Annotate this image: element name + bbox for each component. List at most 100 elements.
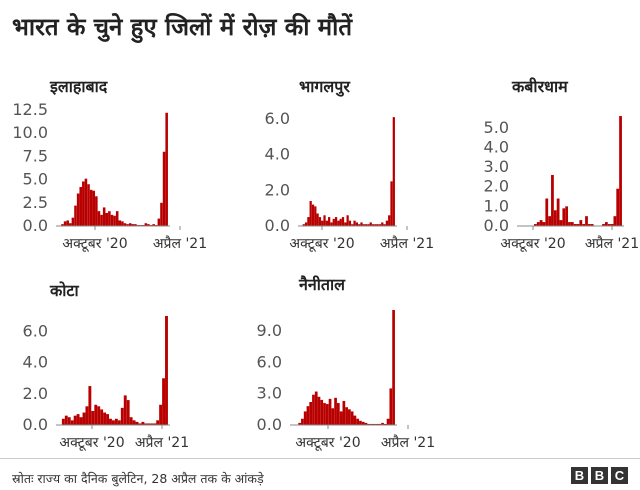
data-bar bbox=[320, 399, 324, 425]
chart-title: भारत के चुने हुए जिलों में रोज़ की मौतें bbox=[12, 13, 353, 41]
data-bar bbox=[386, 418, 390, 425]
data-bar bbox=[132, 420, 136, 425]
data-bar bbox=[545, 198, 549, 226]
data-bar bbox=[156, 420, 160, 425]
data-bar bbox=[129, 417, 133, 425]
data-bar bbox=[162, 151, 166, 226]
data-bar bbox=[370, 423, 373, 425]
data-bar bbox=[321, 220, 324, 226]
panel-title: कबीरधाम bbox=[511, 77, 569, 96]
data-bar bbox=[312, 394, 315, 425]
panel-allahabad: इलाहाबाद 0.0 2.5 5.0 7.5 10.0 12.5 अक्टूबर '20 अ… bbox=[12, 77, 207, 252]
data-bar bbox=[84, 178, 88, 226]
x-tick-label: अक्टूबर '20 bbox=[289, 236, 354, 252]
x-tick-label: अप्रैल '21 bbox=[135, 434, 189, 451]
data-bar bbox=[103, 412, 107, 425]
data-bar bbox=[100, 214, 103, 226]
y-tick-label: 7.5 bbox=[23, 146, 48, 165]
data-bar bbox=[303, 411, 307, 425]
data-bar bbox=[325, 404, 329, 425]
data-bar bbox=[147, 224, 150, 226]
y-tick-label: 6.0 bbox=[265, 109, 290, 128]
data-bar bbox=[542, 222, 546, 226]
data-bar bbox=[328, 398, 332, 425]
data-bar bbox=[331, 408, 335, 425]
data-bar bbox=[381, 422, 384, 425]
y-tick-label: 0.0 bbox=[484, 216, 509, 235]
data-bar bbox=[342, 400, 346, 425]
data-bar bbox=[131, 224, 135, 226]
y-tick-label: 0.0 bbox=[257, 415, 282, 434]
data-bar bbox=[302, 224, 305, 226]
logo-letter: C bbox=[611, 467, 628, 484]
y-tick-label: 5.0 bbox=[23, 170, 48, 189]
data-bar bbox=[348, 220, 352, 226]
data-bar bbox=[61, 418, 65, 425]
data-bar bbox=[553, 210, 557, 226]
data-bar bbox=[109, 418, 112, 425]
x-tick-label: अप्रैल '21 bbox=[153, 235, 207, 252]
data-bar bbox=[307, 217, 310, 226]
panel-title: कोटा bbox=[49, 281, 79, 300]
data-bar bbox=[92, 190, 96, 226]
data-bar bbox=[76, 414, 80, 425]
data-bar bbox=[383, 423, 387, 425]
data-bar bbox=[548, 216, 551, 226]
data-bar bbox=[374, 224, 377, 226]
data-bar bbox=[97, 211, 101, 226]
data-bar bbox=[388, 215, 391, 226]
x-tick-label: अप्रैल '21 bbox=[381, 434, 435, 451]
data-bar bbox=[364, 224, 368, 226]
data-bar bbox=[87, 184, 90, 226]
data-bar bbox=[346, 215, 349, 226]
data-bar bbox=[559, 220, 563, 226]
panel-title: इलाहाबाद bbox=[49, 77, 108, 96]
data-bar bbox=[88, 386, 92, 425]
data-bar bbox=[121, 221, 124, 226]
data-bar bbox=[565, 206, 569, 226]
data-bar bbox=[576, 224, 580, 226]
data-bar bbox=[607, 224, 611, 226]
data-bar bbox=[318, 217, 322, 226]
data-bar bbox=[573, 224, 577, 226]
data-bar bbox=[369, 222, 372, 226]
data-bar bbox=[150, 423, 154, 425]
data-bar bbox=[82, 412, 86, 425]
data-bar bbox=[306, 406, 310, 425]
data-bar bbox=[337, 220, 340, 226]
data-bar bbox=[141, 421, 145, 425]
data-bar bbox=[619, 116, 622, 226]
data-bar bbox=[76, 193, 80, 226]
data-bar bbox=[118, 220, 122, 226]
data-bar bbox=[144, 423, 148, 425]
data-bar bbox=[359, 420, 362, 425]
data-bar bbox=[355, 222, 358, 226]
y-tick-label: 2.5 bbox=[23, 193, 48, 212]
data-bar bbox=[79, 417, 83, 425]
data-bar bbox=[147, 423, 151, 425]
data-bar bbox=[351, 224, 354, 226]
x-tick-label: अप्रैल '21 bbox=[585, 235, 639, 252]
data-bar bbox=[334, 217, 338, 226]
data-bar bbox=[323, 403, 326, 425]
data-bar bbox=[61, 224, 64, 226]
y-tick-label: 3.0 bbox=[484, 157, 509, 176]
data-bar bbox=[350, 411, 354, 425]
data-bar bbox=[95, 196, 98, 226]
y-tick-label: 10.0 bbox=[12, 123, 48, 142]
data-bar bbox=[314, 206, 317, 226]
data-bar bbox=[113, 215, 116, 226]
data-bar bbox=[389, 388, 393, 425]
data-bar bbox=[316, 213, 319, 226]
data-bar bbox=[73, 415, 77, 425]
data-bar bbox=[70, 420, 74, 425]
data-bar bbox=[64, 415, 68, 425]
y-tick-label: 0.0 bbox=[23, 415, 48, 434]
data-bar bbox=[323, 215, 326, 226]
data-bar bbox=[115, 211, 119, 226]
source-note: स्रोतः राज्य का दैनिक बुलेटिन, 28 अप्रैल… bbox=[12, 471, 264, 486]
data-bar bbox=[602, 224, 605, 226]
data-bar bbox=[383, 224, 386, 226]
panel-nainital: नैनीताल 0.0 3.0 6.0 9.0 अक्टूबर '20 अप्रैल '21 bbox=[257, 275, 436, 451]
data-bar bbox=[82, 181, 85, 226]
